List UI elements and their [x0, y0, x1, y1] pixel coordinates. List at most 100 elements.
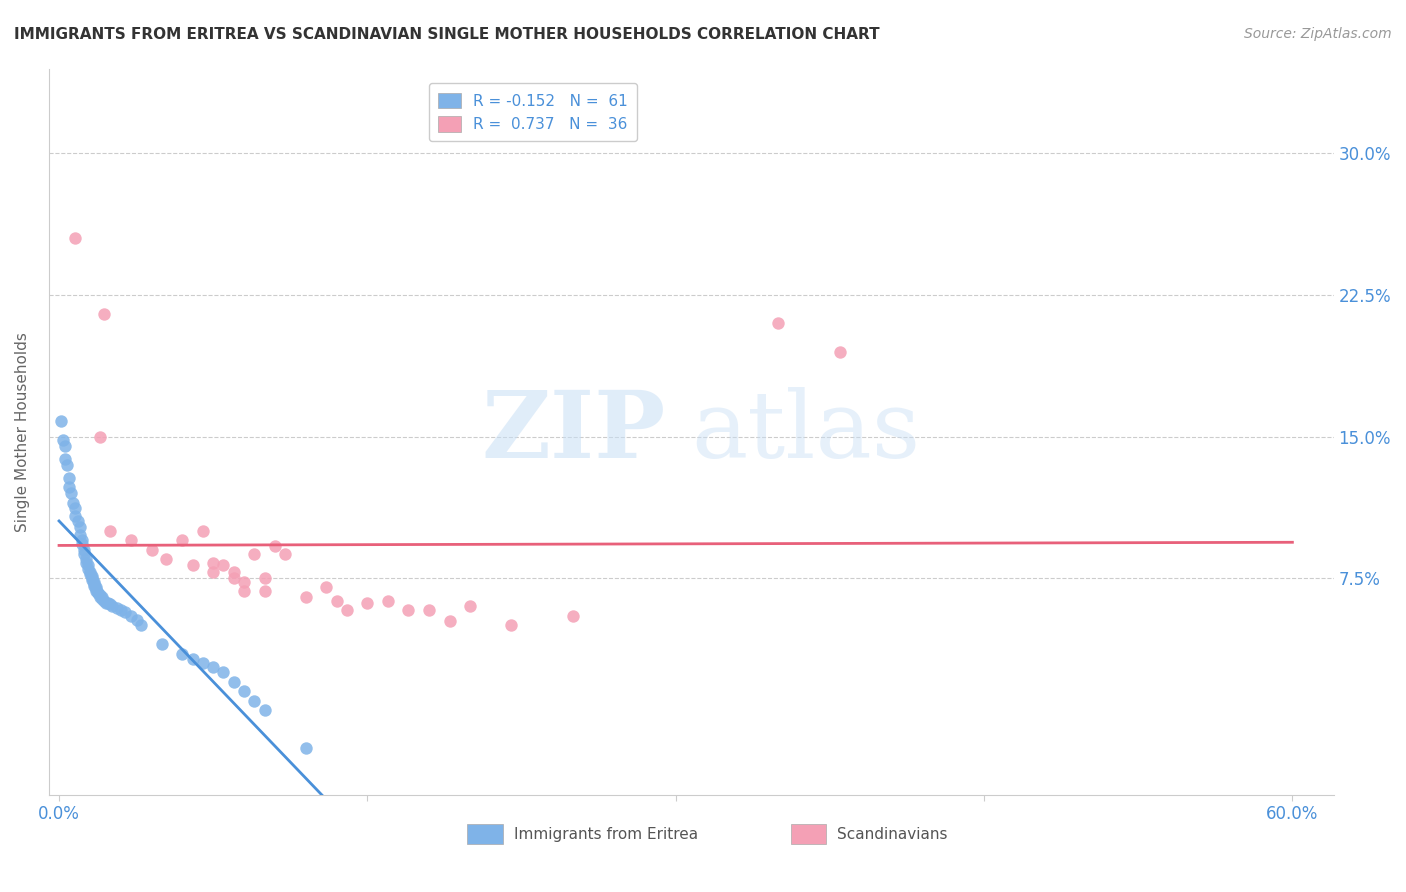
- Y-axis label: Single Mother Households: Single Mother Households: [15, 332, 30, 532]
- Point: [830, 344, 852, 359]
- Point: [53, 439, 76, 453]
- Point: [181, 558, 204, 572]
- Point: [202, 659, 225, 673]
- Point: [49, 414, 72, 428]
- Point: [73, 547, 96, 561]
- Point: [222, 566, 245, 580]
- Text: atlas: atlas: [692, 387, 921, 477]
- Point: [97, 596, 120, 610]
- Point: [294, 740, 316, 755]
- Point: [356, 596, 378, 610]
- Point: [76, 558, 98, 572]
- Point: [325, 593, 347, 607]
- Point: [439, 615, 461, 629]
- Point: [263, 539, 285, 553]
- Point: [83, 578, 105, 592]
- Point: [69, 520, 91, 534]
- Point: [56, 458, 79, 472]
- Point: [79, 567, 101, 582]
- Point: [172, 647, 194, 661]
- Point: [172, 533, 194, 548]
- Point: [100, 598, 122, 612]
- Point: [253, 571, 276, 585]
- Point: [65, 508, 87, 523]
- Point: [93, 593, 115, 607]
- Point: [87, 586, 110, 600]
- Point: [69, 527, 91, 541]
- Point: [65, 501, 87, 516]
- Point: [120, 533, 142, 548]
- Point: [398, 603, 420, 617]
- Point: [91, 591, 114, 606]
- Point: [60, 486, 83, 500]
- Point: [202, 566, 225, 580]
- Point: [70, 533, 93, 548]
- Point: [501, 618, 523, 632]
- Point: [243, 694, 266, 708]
- Point: [91, 590, 114, 604]
- Point: [84, 582, 107, 597]
- Point: [96, 596, 118, 610]
- Point: [53, 452, 76, 467]
- Point: [233, 684, 256, 698]
- Text: Scandinavians: Scandinavians: [838, 827, 948, 841]
- Point: [120, 608, 142, 623]
- Text: Source: ZipAtlas.com: Source: ZipAtlas.com: [1244, 27, 1392, 41]
- Text: ZIP: ZIP: [481, 387, 665, 477]
- Point: [65, 231, 87, 245]
- Point: [202, 556, 225, 570]
- Point: [294, 590, 316, 604]
- Point: [80, 571, 103, 585]
- Text: Immigrants from Eritrea: Immigrants from Eritrea: [515, 827, 697, 841]
- Point: [233, 574, 256, 589]
- Point: [315, 581, 337, 595]
- Point: [181, 652, 204, 666]
- Point: [155, 552, 177, 566]
- Point: [76, 561, 98, 575]
- Point: [70, 537, 93, 551]
- Point: [233, 584, 256, 599]
- Point: [66, 515, 89, 529]
- Point: [274, 547, 297, 561]
- Legend: R = -0.152   N =  61, R =  0.737   N =  36: R = -0.152 N = 61, R = 0.737 N = 36: [429, 84, 637, 141]
- Point: [243, 547, 266, 561]
- Point: [100, 524, 122, 538]
- Point: [458, 599, 481, 614]
- Point: [80, 573, 103, 587]
- Point: [191, 524, 214, 538]
- Point: [114, 605, 136, 619]
- Point: [141, 542, 163, 557]
- Point: [377, 593, 399, 607]
- Point: [150, 637, 173, 651]
- Point: [212, 665, 235, 680]
- Point: [222, 674, 245, 689]
- Point: [222, 571, 245, 585]
- Point: [58, 471, 80, 485]
- Point: [58, 480, 80, 494]
- Point: [79, 566, 101, 580]
- Point: [253, 584, 276, 599]
- Point: [89, 588, 111, 602]
- Point: [212, 558, 235, 572]
- Point: [89, 429, 111, 443]
- Point: [84, 581, 107, 595]
- Point: [418, 603, 440, 617]
- Point: [75, 556, 97, 570]
- Point: [62, 495, 84, 509]
- Point: [768, 316, 790, 330]
- Point: [129, 618, 152, 632]
- Point: [253, 703, 276, 717]
- Point: [73, 542, 96, 557]
- Point: [127, 613, 149, 627]
- Point: [83, 576, 105, 591]
- Point: [89, 590, 111, 604]
- Text: IMMIGRANTS FROM ERITREA VS SCANDINAVIAN SINGLE MOTHER HOUSEHOLDS CORRELATION CHA: IMMIGRANTS FROM ERITREA VS SCANDINAVIAN …: [14, 27, 880, 42]
- Point: [83, 574, 105, 589]
- Point: [105, 601, 128, 615]
- Point: [75, 552, 97, 566]
- Point: [110, 603, 132, 617]
- Point: [52, 434, 75, 448]
- Point: [80, 569, 103, 583]
- Point: [561, 608, 583, 623]
- Point: [336, 603, 359, 617]
